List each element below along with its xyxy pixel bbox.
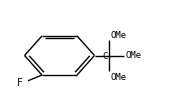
Text: OMe: OMe [110, 31, 126, 40]
Text: OMe: OMe [126, 51, 142, 60]
Text: C: C [102, 51, 108, 60]
Text: OMe: OMe [110, 72, 126, 81]
Text: F: F [17, 78, 23, 88]
